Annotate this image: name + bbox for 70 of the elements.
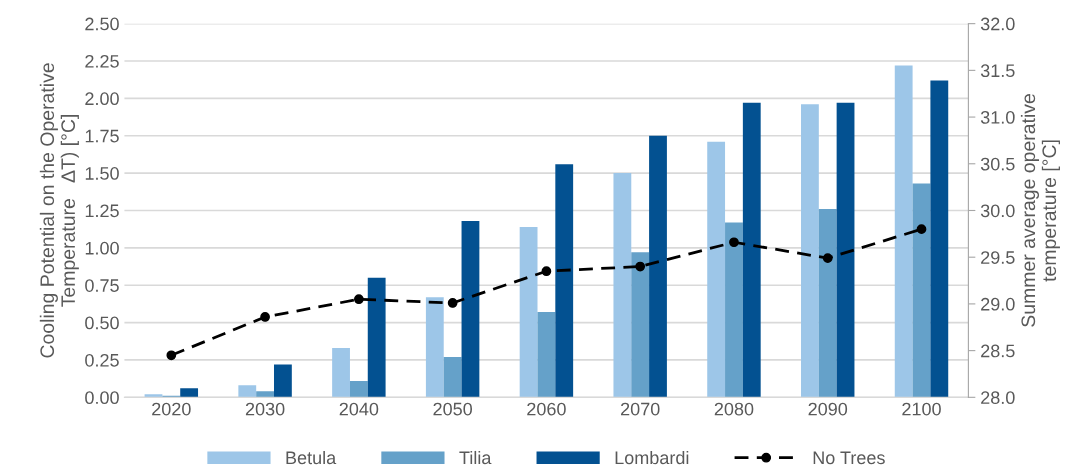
legend-label: Lombardi: [615, 450, 689, 465]
bar: [725, 222, 743, 398]
legend-label: Tilia: [459, 450, 492, 465]
x-tick-label: 2100: [902, 402, 941, 416]
bar: [425, 297, 444, 398]
bar: [836, 102, 855, 398]
point: [822, 253, 833, 263]
y-tick-label: 2.00: [85, 92, 119, 106]
bar: [631, 252, 650, 398]
x-tick-label: 2080: [714, 402, 754, 416]
bar: [274, 364, 292, 398]
x-tick-label: 2060: [527, 402, 566, 416]
point: [260, 312, 270, 322]
bar: [443, 356, 462, 398]
y-tick-label: 2.25: [85, 54, 119, 68]
y2-tick-label: 29.0: [981, 297, 1015, 311]
bar: [238, 385, 257, 398]
y-tick-label: 0.00: [85, 391, 119, 405]
y2-tick-label: 32.0: [980, 17, 1015, 31]
bar: [613, 173, 632, 398]
y-tick-label: 0.25: [85, 353, 119, 367]
x-tick-label: 2040: [339, 402, 379, 416]
y2-tick-label: 28.0: [981, 391, 1015, 405]
y-tick-label: 1.25: [85, 204, 119, 218]
y2-tick-label: 28.5: [981, 344, 1015, 358]
bar: [537, 312, 556, 398]
point: [166, 350, 177, 361]
bar: [180, 388, 199, 398]
x-tick-label: 2030: [245, 402, 285, 416]
bar: [332, 348, 350, 398]
point: [354, 294, 364, 305]
point: [635, 261, 646, 272]
bar: [555, 164, 574, 398]
y2-tick-label: 31.0: [980, 111, 1015, 124]
x-tick-label: 2020: [152, 402, 191, 416]
legend-label: Betula: [286, 450, 337, 465]
y-tick-label: 2.50: [85, 17, 119, 31]
y2-tick-label: 30.0: [980, 204, 1015, 218]
bar: [801, 104, 819, 398]
y2-tick-label: 29.5: [981, 251, 1015, 264]
bar: [144, 394, 163, 398]
point: [729, 237, 739, 248]
point: [916, 224, 927, 235]
y-tick-label: 1.75: [85, 129, 119, 143]
y-tick-label: 1.00: [85, 241, 119, 255]
y-tick-label: 1.50: [85, 167, 119, 180]
y-tick-label: 0.50: [85, 316, 119, 330]
y2-tick-label: 31.5: [980, 64, 1015, 78]
y2-axis-title: Summer average operative temperature [°C]: [1020, 94, 1060, 327]
point: [541, 266, 552, 277]
bar: [519, 226, 538, 398]
bar: [649, 135, 667, 398]
bar: [912, 183, 931, 398]
bar: [930, 80, 949, 398]
bar: [256, 391, 274, 398]
bar: [707, 141, 726, 398]
bar: [894, 65, 913, 398]
y-tick-label: 0.75: [85, 279, 119, 292]
x-tick-label: 2090: [808, 402, 848, 416]
y-axis-title: Cooling Potential on the Operative Temperature ΔT) [°C]: [39, 63, 79, 358]
bar: [742, 102, 761, 398]
y2-tick-label: 30.5: [980, 157, 1015, 171]
point: [447, 298, 458, 308]
bar: [461, 220, 480, 398]
bar: [349, 380, 368, 398]
x-tick-label: 2050: [433, 402, 473, 416]
x-tick-label: 2070: [621, 402, 660, 416]
bar: [367, 277, 386, 398]
bar: [818, 208, 837, 398]
legend-label: No Trees: [813, 451, 885, 465]
